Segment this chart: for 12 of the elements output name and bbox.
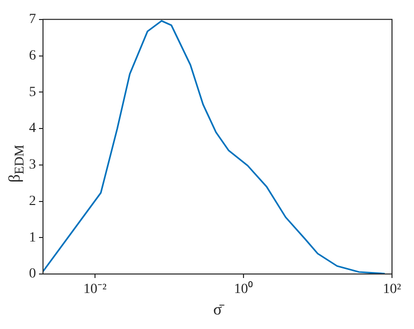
y-tick-label: 1 xyxy=(29,230,36,246)
x-tick-label: 10⁻² xyxy=(83,282,107,298)
y-tick-label: 7 xyxy=(29,12,36,28)
x-axis-title: σ̄ xyxy=(213,302,225,319)
y-tick-label: 6 xyxy=(29,48,36,64)
x-tick-label: 10⁰ xyxy=(234,281,253,298)
y-tick-label: 5 xyxy=(29,84,36,100)
x-tick-label: 10² xyxy=(382,282,402,298)
y-tick-label: 4 xyxy=(29,121,36,136)
y-tick-label: 3 xyxy=(29,158,36,173)
y-tick-label: 0 xyxy=(29,266,36,282)
y-tick-label: 2 xyxy=(29,194,36,209)
